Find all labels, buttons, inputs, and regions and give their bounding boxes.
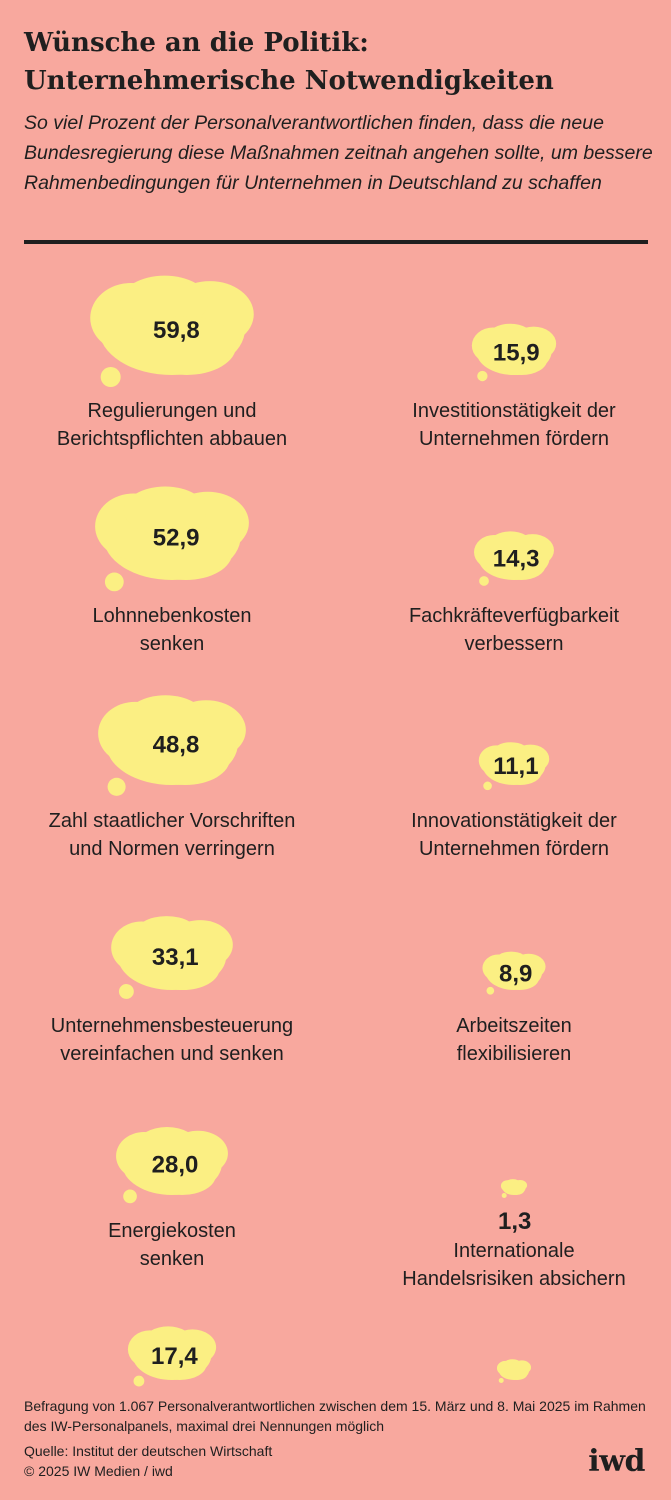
- bubble-tail: [133, 1375, 145, 1387]
- bubble-puff: [491, 742, 530, 765]
- bubble-tail: [118, 984, 134, 999]
- bubble: [98, 695, 246, 796]
- category-label: senken: [140, 633, 205, 655]
- bubble-puff: [144, 1326, 192, 1355]
- bubble-puff: [140, 731, 231, 785]
- bubble-puff: [505, 1179, 520, 1188]
- category-label: Energiekosten: [108, 1220, 236, 1242]
- bubble-value-label: 33,1: [152, 944, 199, 971]
- bubble-value-label: 8,9: [499, 960, 532, 987]
- bubble-puff: [153, 1348, 207, 1381]
- bubble-puff: [133, 916, 200, 955]
- bubble-puff: [120, 275, 209, 328]
- bubble-tail: [498, 1378, 504, 1383]
- category-label: Arbeitszeiten: [456, 1015, 572, 1037]
- bubble-value-label: 28,0: [152, 1152, 199, 1179]
- bubble-value-label: 52,9: [153, 525, 200, 552]
- bubble: [116, 1127, 228, 1204]
- category-label: Internationale: [453, 1240, 574, 1262]
- category-label: flexibilisieren: [457, 1043, 572, 1065]
- category-label: Unternehmen fördern: [419, 838, 609, 860]
- bubble: [95, 486, 249, 592]
- bubble: [500, 1179, 528, 1198]
- bubble-tail: [483, 781, 492, 791]
- bubble: [471, 323, 557, 382]
- bubble-puff: [136, 316, 237, 375]
- bubble-chart: 59,8 Regulierungen und Berichtspflichten a…: [49, 275, 626, 1387]
- category-label: vereinfachen und senken: [60, 1043, 284, 1065]
- bubble-puff: [496, 551, 546, 580]
- bubble-tail: [123, 1189, 137, 1204]
- bubble-puff: [489, 531, 532, 557]
- category-label: Berichtspflichten abbauen: [57, 428, 287, 450]
- iwd-logo: iwd: [588, 1444, 645, 1479]
- bubble-tail: [477, 370, 488, 382]
- bubble-puff: [508, 1185, 525, 1195]
- category-label: Handelsrisiken absichern: [402, 1268, 625, 1290]
- category-label: und Normen verringern: [69, 838, 275, 860]
- chart-subtitle: So viel Prozent der Personalverantwortli…: [24, 112, 653, 194]
- bubble-value-label: 1,3: [498, 1208, 531, 1235]
- bubble-tail: [104, 572, 124, 592]
- bubble: [90, 275, 254, 387]
- category-label: Unternehmen fördern: [419, 428, 609, 450]
- bubble-tail: [100, 367, 121, 387]
- bubble-tail: [486, 986, 495, 995]
- bubble: [474, 531, 554, 586]
- bubble-value-label: 17,4: [151, 1343, 198, 1370]
- bubble: [482, 951, 546, 995]
- category-label: Fachkräfteverfügbarkeit: [409, 605, 620, 627]
- bubble-tail: [107, 777, 126, 796]
- bubble-puff: [503, 1359, 522, 1371]
- bubble: [496, 1359, 532, 1383]
- bubble-puff: [148, 1154, 216, 1195]
- bubble-puff: [487, 323, 533, 351]
- bubble-puff: [498, 759, 542, 785]
- bubble-puff: [139, 524, 233, 580]
- bubble-puff: [494, 951, 529, 972]
- title-line-1: Wünsche an die Politik:: [24, 28, 369, 58]
- survey-note: Befragung von 1.067 Personalverantwortli…: [24, 1398, 646, 1434]
- title-line-2: Unternehmerische Notwendigkeiten: [24, 66, 554, 96]
- bubble-value-label: 48,8: [153, 731, 200, 758]
- source-text: Quelle: Institut der deutschen Wirtschaf…: [24, 1443, 273, 1459]
- bubble: [478, 742, 550, 791]
- bubble-tail: [479, 576, 489, 586]
- bubble-puff: [123, 486, 207, 536]
- divider: [24, 240, 648, 244]
- bubble-puff: [125, 695, 205, 742]
- bubble-value-label: 59,8: [153, 317, 200, 344]
- bubble-value-label: 11,1: [493, 753, 538, 780]
- copyright-text: © 2025 IW Medien / iwd: [24, 1463, 173, 1479]
- chart-title: Wünsche an die Politik: Unternehmerische…: [24, 24, 654, 100]
- bubble: [127, 1326, 217, 1387]
- bubble-puff: [145, 946, 220, 990]
- bubble-tail: [501, 1193, 507, 1198]
- bubble-puff: [506, 1367, 528, 1380]
- bubble-puff: [137, 1127, 197, 1163]
- category-label: Regulierungen und: [87, 400, 256, 422]
- category-label: Investitionstätigkeit der: [412, 400, 616, 422]
- category-label: Zahl staatlicher Vorschriften: [49, 810, 296, 832]
- bubble-puff: [495, 344, 548, 375]
- bubble-value-label: 14,3: [493, 546, 540, 573]
- category-label: senken: [140, 1248, 205, 1270]
- bubble: [111, 916, 233, 999]
- category-label: verbessern: [465, 633, 564, 655]
- category-label: Unternehmensbesteuerung: [51, 1015, 293, 1037]
- bubble-value-label: 15,9: [493, 339, 540, 366]
- category-label: Lohnnebenkosten: [92, 605, 251, 627]
- bubble-puff: [500, 967, 539, 990]
- category-label: Innovationstätigkeit der: [411, 810, 617, 832]
